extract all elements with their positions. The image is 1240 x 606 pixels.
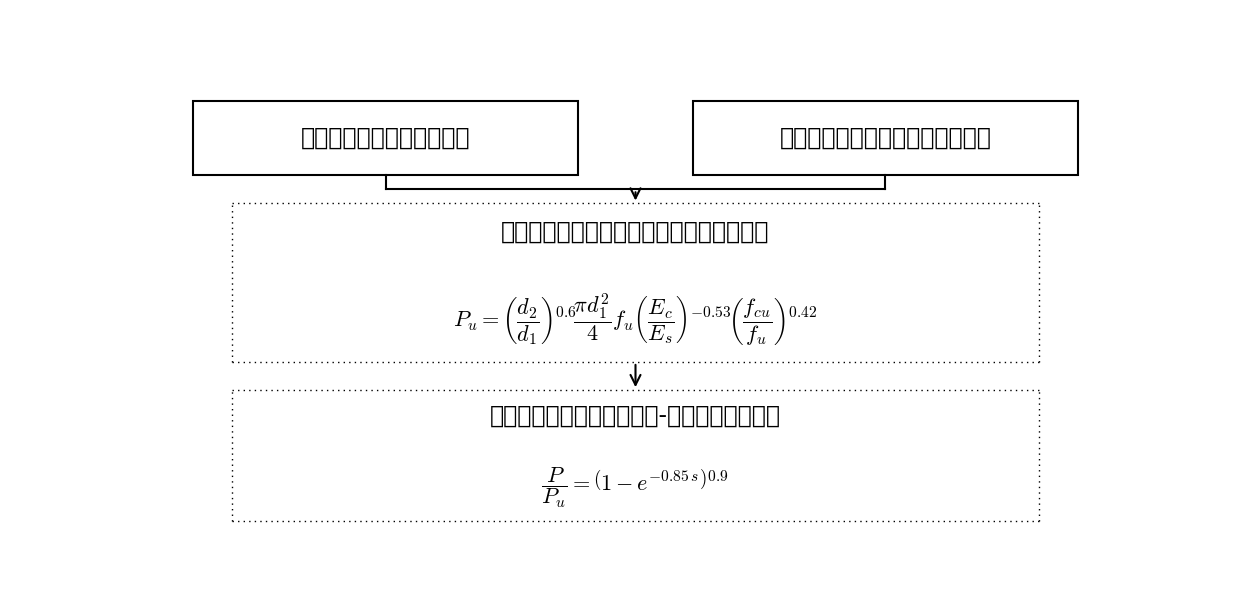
- Text: 拟合集束式长短剪力钉单钉承载力计算公式: 拟合集束式长短剪力钉单钉承载力计算公式: [501, 219, 770, 244]
- Text: 集束式长短剪力钉推出试验: 集束式长短剪力钉推出试验: [301, 126, 470, 150]
- Text: 集束式长短剪力钉有限元参数分析: 集束式长短剪力钉有限元参数分析: [780, 126, 991, 150]
- Bar: [193, 101, 578, 175]
- Bar: [693, 101, 1078, 175]
- Bar: [232, 204, 1039, 362]
- Text: $P_u = \left(\dfrac{d_2}{d_1}\right)^{0.6}\!\dfrac{\pi d_1^2}{4} f_u \left(\dfra: $P_u = \left(\dfrac{d_2}{d_1}\right)^{0.…: [453, 291, 818, 348]
- Bar: [232, 390, 1039, 521]
- Text: 拟合集束式长短剪力钉荷载-滑移曲线计算公式: 拟合集束式长短剪力钉荷载-滑移曲线计算公式: [490, 404, 781, 428]
- Text: $\dfrac{P}{P_u} = \left(1 - e^{-0.85\,s}\right)^{0.9}$: $\dfrac{P}{P_u} = \left(1 - e^{-0.85\,s}…: [542, 465, 729, 510]
